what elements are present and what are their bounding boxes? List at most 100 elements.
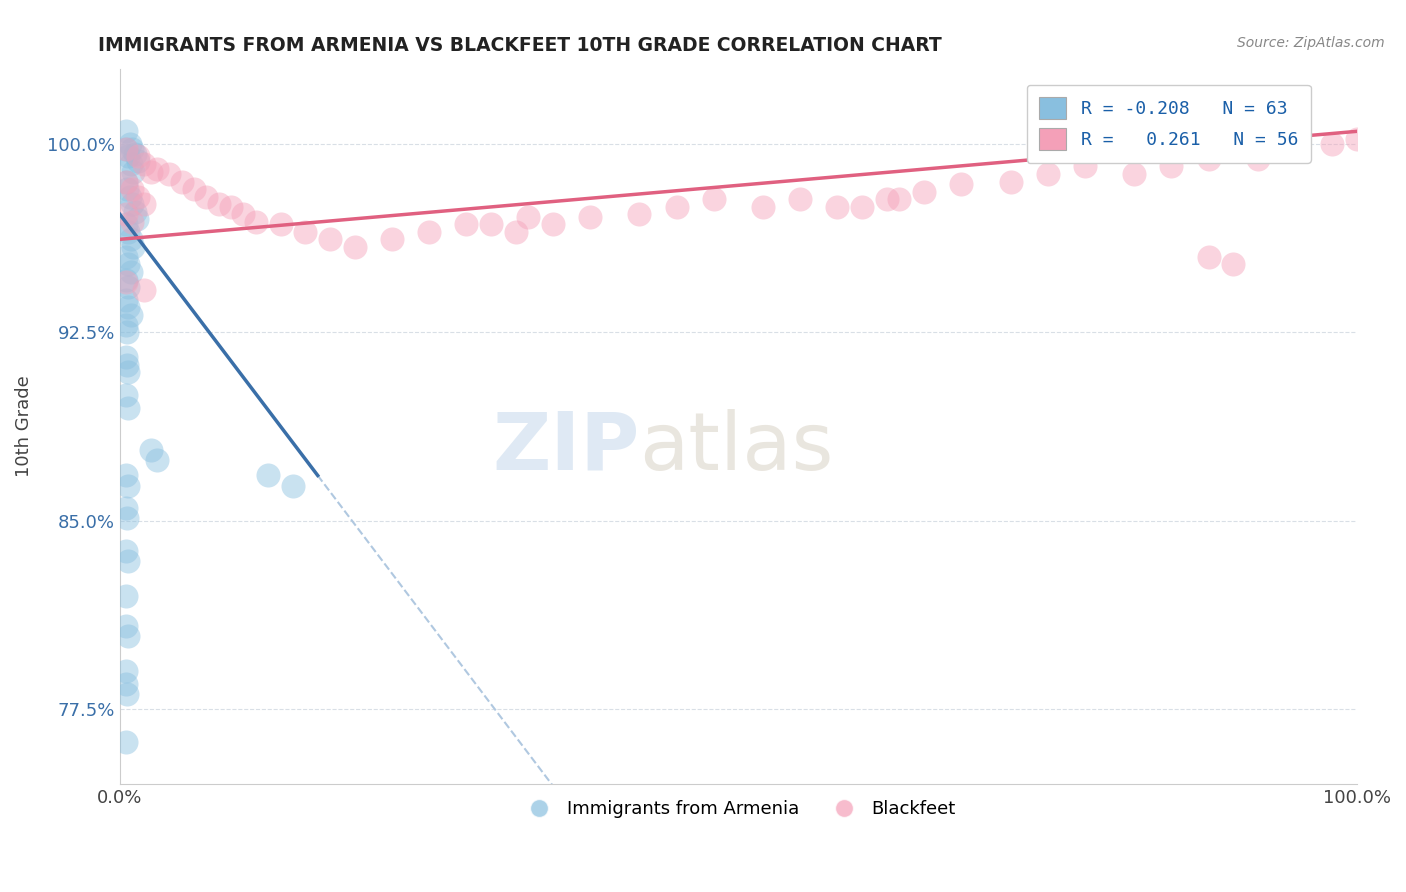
Point (117, 257, 139, 271)
Point (120, 157, 142, 171)
Point (115, 468, 138, 483)
Point (1074, 160, 1097, 174)
Point (115, 217, 138, 231)
Point (257, 468, 280, 483)
Point (115, 589, 138, 603)
Point (121, 182, 143, 196)
Point (134, 197, 156, 211)
Point (281, 478, 304, 492)
Point (1222, 257, 1244, 271)
Point (115, 619, 138, 633)
Point (122, 240, 145, 254)
Point (115, 272, 138, 286)
Point (117, 225, 139, 239)
Point (115, 318, 138, 332)
Point (146, 453, 169, 467)
Point (115, 687, 138, 701)
Point (115, 142, 138, 156)
Point (115, 142, 138, 156)
Point (115, 293, 138, 307)
Point (628, 207, 651, 221)
Point (245, 215, 267, 229)
Point (115, 388, 138, 402)
Point (115, 175, 138, 189)
Point (117, 629, 139, 643)
Point (319, 232, 342, 246)
Point (1322, 136, 1344, 151)
Point (219, 200, 242, 214)
Point (120, 265, 142, 279)
Point (517, 210, 540, 224)
Point (183, 182, 205, 196)
Point (579, 210, 602, 224)
Point (115, 544, 138, 558)
Point (170, 175, 193, 189)
Point (117, 554, 139, 568)
Point (1123, 167, 1146, 181)
Point (381, 232, 404, 246)
Point (146, 161, 169, 176)
Point (703, 192, 725, 206)
Point (752, 200, 775, 214)
Point (1000, 175, 1022, 189)
Point (121, 142, 143, 156)
Point (1346, 132, 1368, 146)
Point (139, 443, 162, 458)
Point (115, 358, 138, 372)
Point (117, 280, 139, 294)
Text: atlas: atlas (640, 409, 834, 487)
Point (789, 192, 811, 206)
Point (1160, 160, 1182, 174)
Point (118, 189, 141, 203)
Point (456, 217, 478, 231)
Text: IMMIGRANTS FROM ARMENIA VS BLACKFEET 10TH GRADE CORRELATION CHART: IMMIGRANTS FROM ARMENIA VS BLACKFEET 10T… (98, 36, 942, 54)
Point (124, 204, 146, 219)
Point (115, 501, 138, 516)
Point (121, 215, 143, 229)
Point (115, 665, 138, 679)
Point (232, 207, 254, 221)
Point (1284, 145, 1306, 159)
Point (115, 124, 138, 138)
Point (115, 511, 138, 525)
Point (479, 217, 502, 231)
Point (115, 351, 138, 365)
Point (1198, 250, 1220, 264)
Point (851, 200, 873, 214)
Point (117, 478, 139, 492)
Point (120, 308, 142, 322)
Point (115, 326, 138, 340)
Point (115, 735, 138, 749)
Point (134, 157, 156, 171)
Point (139, 164, 162, 178)
Legend: Immigrants from Armenia, Blackfeet: Immigrants from Armenia, Blackfeet (515, 793, 963, 825)
Point (876, 192, 898, 206)
Point (343, 240, 366, 254)
Point (115, 250, 138, 264)
Point (115, 175, 138, 189)
Point (117, 149, 139, 163)
Point (115, 182, 138, 196)
Point (127, 149, 149, 163)
Point (270, 217, 292, 231)
Point (125, 212, 148, 227)
Point (121, 197, 143, 211)
Point (827, 200, 849, 214)
Point (118, 136, 141, 151)
Point (117, 401, 139, 415)
Point (1198, 152, 1220, 166)
Point (294, 225, 316, 239)
Point (115, 275, 138, 289)
Point (208, 197, 231, 211)
Point (120, 232, 142, 246)
Point (117, 366, 139, 380)
Point (115, 677, 138, 691)
Point (889, 192, 911, 206)
Text: ZIP: ZIP (492, 409, 640, 487)
Point (115, 207, 138, 221)
Point (541, 217, 564, 231)
Point (157, 167, 180, 181)
Point (950, 177, 973, 191)
Point (127, 189, 149, 203)
Point (195, 189, 218, 203)
